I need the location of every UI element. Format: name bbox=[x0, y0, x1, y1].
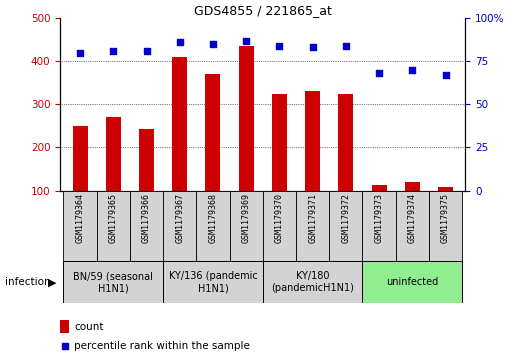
Text: uninfected: uninfected bbox=[386, 277, 438, 287]
Point bbox=[142, 48, 151, 54]
Title: GDS4855 / 221865_at: GDS4855 / 221865_at bbox=[194, 4, 332, 17]
Bar bbox=[163, 191, 196, 261]
Point bbox=[275, 43, 283, 49]
Bar bbox=[263, 261, 362, 303]
Text: KY/136 (pandemic
H1N1): KY/136 (pandemic H1N1) bbox=[168, 272, 257, 293]
Text: BN/59 (seasonal
H1N1): BN/59 (seasonal H1N1) bbox=[73, 272, 153, 293]
Point bbox=[375, 70, 383, 76]
Point bbox=[209, 41, 217, 47]
Text: GSM1179365: GSM1179365 bbox=[109, 193, 118, 244]
Point bbox=[176, 40, 184, 45]
Text: GSM1179367: GSM1179367 bbox=[175, 193, 184, 244]
Bar bbox=[362, 261, 462, 303]
Point bbox=[309, 45, 317, 50]
Bar bbox=[97, 191, 130, 261]
Bar bbox=[296, 191, 329, 261]
Bar bbox=[163, 261, 263, 303]
Bar bbox=[60, 321, 69, 333]
Bar bbox=[172, 57, 187, 191]
Point bbox=[242, 38, 251, 44]
Point bbox=[441, 72, 450, 78]
Bar bbox=[63, 261, 163, 303]
Text: GSM1179366: GSM1179366 bbox=[142, 193, 151, 244]
Text: GSM1179374: GSM1179374 bbox=[408, 193, 417, 244]
Bar bbox=[405, 182, 420, 191]
Bar bbox=[438, 187, 453, 191]
Text: percentile rank within the sample: percentile rank within the sample bbox=[74, 341, 250, 351]
Point bbox=[408, 67, 416, 73]
Text: GSM1179371: GSM1179371 bbox=[308, 193, 317, 244]
Bar bbox=[196, 191, 230, 261]
Text: count: count bbox=[74, 322, 104, 332]
Bar bbox=[130, 191, 163, 261]
Text: GSM1179368: GSM1179368 bbox=[209, 193, 218, 244]
Bar bbox=[329, 191, 362, 261]
Bar bbox=[263, 191, 296, 261]
Bar bbox=[372, 185, 386, 191]
Text: GSM1179364: GSM1179364 bbox=[76, 193, 85, 244]
Point bbox=[342, 43, 350, 49]
Text: GSM1179369: GSM1179369 bbox=[242, 193, 251, 244]
Text: GSM1179372: GSM1179372 bbox=[342, 193, 350, 244]
Point bbox=[76, 50, 84, 56]
Text: infection: infection bbox=[5, 277, 51, 287]
Bar bbox=[73, 126, 87, 191]
Text: GSM1179373: GSM1179373 bbox=[374, 193, 383, 244]
Text: KY/180
(pandemicH1N1): KY/180 (pandemicH1N1) bbox=[271, 272, 354, 293]
Text: GSM1179375: GSM1179375 bbox=[441, 193, 450, 244]
Text: GSM1179370: GSM1179370 bbox=[275, 193, 284, 244]
Point bbox=[109, 48, 118, 54]
Bar bbox=[396, 191, 429, 261]
Bar bbox=[139, 129, 154, 191]
Bar bbox=[305, 91, 320, 191]
Bar bbox=[63, 191, 97, 261]
Bar bbox=[338, 94, 354, 191]
Point bbox=[61, 343, 69, 349]
Bar bbox=[272, 94, 287, 191]
Bar bbox=[429, 191, 462, 261]
Bar bbox=[230, 191, 263, 261]
Bar bbox=[106, 117, 121, 191]
Text: ▶: ▶ bbox=[48, 277, 56, 287]
Bar bbox=[206, 74, 221, 191]
Bar bbox=[238, 46, 254, 191]
Bar bbox=[362, 191, 396, 261]
